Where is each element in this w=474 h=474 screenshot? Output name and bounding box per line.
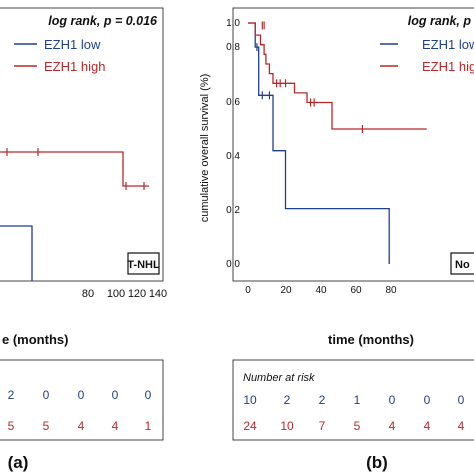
panel-b-risk-high-row: 24 10 7 5 4 4 4 (243, 419, 464, 433)
panel-b-risk-low-cell: 0 (458, 393, 465, 407)
panel-b-box-label: No (455, 259, 470, 271)
panel-b-ytick: 0.4 (226, 151, 240, 162)
panel-a-risk-high-cell: 5 (43, 419, 50, 433)
panel-b-risk-high-cell: 10 (280, 419, 294, 433)
panel-b-curve-ezh1-high (248, 22, 427, 130)
panel-a-curve-ezh1-low (0, 225, 33, 281)
panel-a-risk-low-row: 2 0 0 0 0 (8, 388, 152, 402)
panel-b-risk-high-cell: 7 (319, 419, 326, 433)
panel-a-risk-low-cell: 0 (78, 388, 85, 402)
panel-b-legend-low-label: EZH1 low (422, 37, 474, 52)
panel-b-label: (b) (366, 453, 388, 472)
panel-a-curve-ezh1-high (0, 151, 149, 187)
panel-a-legend-low-label: EZH1 low (44, 37, 101, 52)
panel-b-risk-frame (232, 359, 474, 441)
panel-b-risk-title: Number at risk (243, 372, 315, 384)
panel-b-legend-high-label: EZH1 high (422, 59, 474, 74)
panel-b-risk-high-cell: 24 (243, 419, 257, 433)
panel-b-risk-low-cell: 1 (354, 393, 361, 407)
panel-b-risk-low-cell: 0 (424, 393, 431, 407)
panel-a-xtick: 100 (107, 288, 125, 300)
panel-b-curves (248, 21, 427, 264)
panel-b-xtick: 0 (245, 285, 251, 296)
panel-a-xtick: 80 (82, 288, 94, 300)
panel-a-x-ticks: 20 80 100 120 140 (82, 288, 167, 300)
panel-b-risk-low-cell: 2 (284, 393, 291, 407)
panel-b-plot-frame (232, 7, 474, 282)
panel-b-ytick: 0.8 (226, 42, 240, 53)
panel-b-y-ticks: 0.0 0.2 0.4 0.6 0.8 1.0 (226, 18, 240, 270)
panel-b-risk-low-cell: 0 (389, 393, 396, 407)
panel-a-risk-high-cell: 1 (145, 419, 152, 433)
panel-b-risk-high-cell: 5 (354, 419, 361, 433)
panel-a-legend-high-label: EZH1 high (44, 59, 105, 74)
panel-a: log rank, p = 0.016 EZH1 low EZH1 high T… (0, 7, 167, 472)
panel-a-logrank-annotation: log rank, p = 0.016 (48, 14, 158, 28)
panel-b-risk-high-cell: 4 (458, 419, 465, 433)
panel-a-x-axis-label: e (months) (2, 332, 68, 347)
panel-a-risk-high-cell: 4 (112, 419, 119, 433)
panel-b-risk-low-row: 10 2 2 1 0 0 0 (243, 393, 464, 407)
panel-b: log rank, p EZH1 low EZH1 high cumulativ… (199, 7, 474, 472)
panel-a-label: (a) (8, 453, 29, 472)
panel-b-ytick: 0.6 (226, 97, 240, 108)
panel-b-risk-low-cell: 2 (319, 393, 326, 407)
panel-b-curve-ezh1-low (248, 22, 390, 264)
panel-a-box-label: T-NHL (127, 259, 160, 271)
panel-a-xtick: 120 (128, 288, 146, 300)
panel-b-risk-high-cell: 4 (389, 419, 396, 433)
panel-b-ytick: 0.2 (226, 205, 240, 216)
panel-a-risk-low-cell: 0 (145, 388, 152, 402)
panel-b-label-box (450, 252, 474, 275)
panel-a-censor-marks (6, 148, 145, 190)
panel-b-logrank-annotation: log rank, p (408, 14, 472, 28)
panel-a-risk-high-cell: 5 (8, 419, 15, 433)
panel-b-xtick: 40 (315, 285, 327, 296)
panel-a-plot-frame (0, 7, 164, 282)
panel-a-label-box (127, 252, 160, 275)
panel-b-xtick: 20 (280, 285, 292, 296)
panel-a-risk-frame (0, 359, 164, 441)
panel-b-xtick: 60 (350, 285, 362, 296)
panel-a-risk-low-cell: 0 (43, 388, 50, 402)
panel-a-risk-low-cell: 2 (8, 388, 15, 402)
panel-b-x-ticks: 0 20 40 60 80 (245, 285, 397, 296)
panel-b-y-axis-label: cumulative overall survival (%) (199, 74, 211, 223)
panel-b-ytick: 0.0 (226, 259, 240, 270)
panel-b-ytick: 1.0 (226, 18, 240, 29)
panel-a-risk-low-cell: 0 (112, 388, 119, 402)
panel-b-risk-low-cell: 10 (243, 393, 257, 407)
panel-a-xtick: 140 (149, 288, 167, 300)
panel-a-risk-high-row: 5 5 4 4 1 (8, 419, 152, 433)
panel-a-risk-high-cell: 4 (78, 419, 85, 433)
panel-b-x-axis-label: time (months) (328, 332, 414, 347)
panel-b-xtick: 80 (385, 285, 397, 296)
panel-b-risk-high-cell: 4 (424, 419, 431, 433)
